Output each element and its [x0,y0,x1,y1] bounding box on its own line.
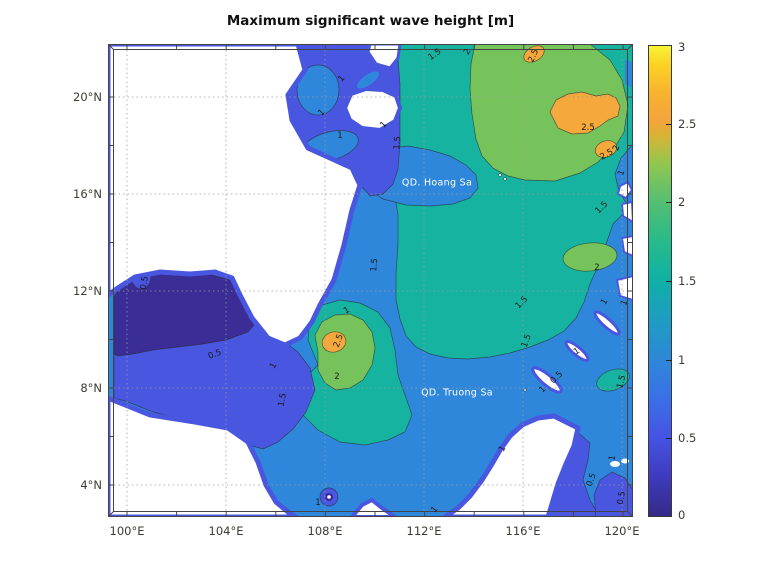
contour-label: 0.5 [615,490,628,506]
islet-truongsa [523,388,527,392]
land-palawan-1 [593,310,621,336]
x-tick-100e: 100°E [109,524,145,538]
graticule [114,50,627,511]
band-teal-southeast [596,368,630,392]
colorbar-tick [666,360,672,361]
x-tick-108e: 108°E [307,524,343,538]
colorbar-label-2-5: 2.5 [678,117,697,131]
colorbar-label-3: 3 [678,40,686,54]
colorbar-tick [666,202,672,203]
islet-natuna [327,495,331,499]
band-orange-small [594,140,618,158]
contour-label: 1 [337,130,343,141]
band-orange-large [549,91,621,135]
band-violet-corner [593,471,633,517]
islet-hoangsa-2 [503,177,507,181]
y-tick-20n: 20°N [73,90,102,104]
land-hainan [342,86,403,133]
band-orange-svietnam [321,331,347,353]
y-tick-8n: 8°N [80,381,102,395]
land-mainland-indochina [108,44,363,348]
land-palawan-2 [564,339,590,363]
islet-hoangsa-1 [498,173,502,177]
y-tick-4n: 4°N [80,478,102,492]
contour-map [108,44,633,517]
map-plot: 2.5 1.5 2 2.5 2.5 2 1 1.5 2 1.5 1.5 1 1 … [108,44,633,517]
land-sulu-islet-1 [610,461,620,467]
map-frame [108,44,633,517]
colorbar-label-1: 1 [678,353,686,367]
contour-label: 2.5 [581,122,595,133]
land-malay-peninsula [108,395,301,517]
chart-title: Maximum significant wave height [m] [226,13,515,29]
colorbar-label-2: 2 [678,195,686,209]
contour-label: 1.5 [276,392,289,408]
x-tick-104e: 104°E [208,524,244,538]
land-borneo [440,413,581,517]
contour-label: 1.5 [369,257,381,273]
contour-label: 2 [334,371,340,382]
colorbar-label-0: 0 [678,508,686,522]
contour-label: 2 [594,262,600,273]
x-tick-112e: 112°E [406,524,442,538]
y-tick-16n: 16°N [73,187,102,201]
band-green-northeast [469,44,629,182]
y-tick-12n: 12°N [73,284,102,298]
band-blue-tonkin-1 [296,64,340,116]
land-hainan-strait [356,71,380,89]
band-blue-edge-sliver [625,60,633,88]
x-tick-116e: 116°E [505,524,541,538]
colorbar-tick [666,281,672,282]
band-green-midright [562,242,618,272]
land-mindoro [615,274,633,302]
x-tick-120e: 120°E [604,524,640,538]
colorbar-tick [666,438,672,439]
annotation-hoang-sa: QD. Hoang Sa [401,177,473,189]
colorbar-tick [666,124,672,125]
annotation-truong-sa: QD. Truong Sa [421,387,493,399]
land-sumatra-tip [349,497,399,517]
land-palawan-3 [531,366,563,394]
contour-label: 1 [315,497,321,508]
contour-label: 0.5 [138,275,151,291]
colorbar-label-0-5: 0.5 [678,431,697,445]
contour-label: 1.5 [392,135,404,151]
colorbar-label-1-5: 1.5 [678,274,697,288]
